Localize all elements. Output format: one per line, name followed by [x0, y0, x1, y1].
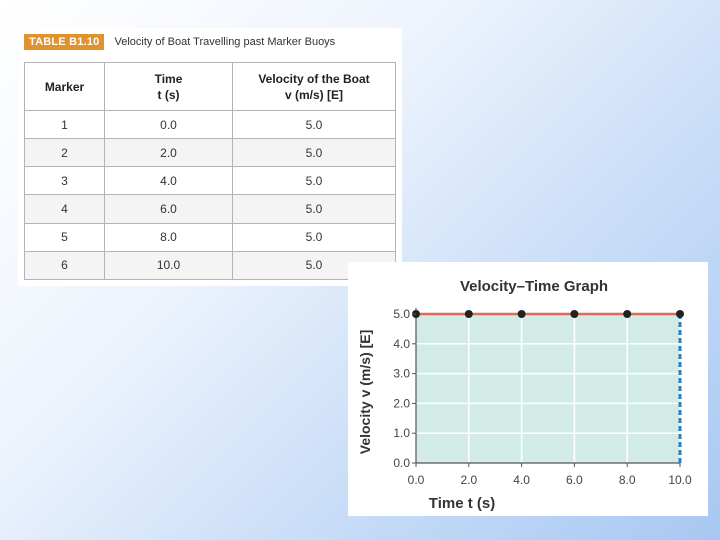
cell-marker: 4 [24, 194, 105, 224]
cell-time: 2.0 [104, 138, 233, 168]
table-row: 6 10.0 5.0 [24, 250, 396, 281]
table-row: 1 0.0 5.0 [24, 109, 396, 140]
data-point [570, 310, 579, 318]
y-tick-label: 1.0 [393, 426, 410, 440]
x-tick-label: 0.0 [408, 473, 425, 487]
data-point [517, 310, 526, 318]
header-time-line1: Time [154, 71, 183, 86]
table-caption: TABLE B1.10 Velocity of Boat Travelling … [24, 34, 335, 50]
cell-time: 8.0 [104, 222, 233, 252]
x-axis-label: Time t (s) [429, 495, 495, 512]
data-point [676, 310, 684, 318]
cell-time: 10.0 [104, 250, 233, 281]
y-tick-label: 4.0 [393, 337, 410, 351]
table-row: 4 6.0 5.0 [24, 194, 396, 224]
y-tick-label: 0.0 [393, 456, 410, 470]
cell-velocity: 5.0 [232, 222, 396, 252]
cell-marker: 2 [24, 138, 105, 168]
cell-marker: 5 [24, 222, 105, 252]
cell-marker: 1 [24, 109, 105, 140]
cell-velocity: 5.0 [232, 166, 396, 196]
header-marker: Marker [24, 62, 105, 111]
velocity-time-chart: 0.0 2.0 4.0 6.0 8.0 10.0 0.0 1.0 2.0 3.0 4.0 5.0 Ti… [357, 307, 692, 512]
header-velocity: Velocity of the Boat v (m/s) [E] [232, 62, 396, 111]
y-tick-label: 5.0 [393, 307, 410, 321]
table-row: 2 2.0 5.0 [24, 138, 396, 168]
table-caption-tag: TABLE B1.10 [24, 34, 105, 50]
area-fill [416, 314, 680, 463]
velocity-time-graph-panel: Velocity–Time Graph 0.0 2.0 4.0 6.0 8.0 10.0 0… [348, 262, 708, 516]
x-tick-label: 6.0 [566, 473, 583, 487]
chart-title: Velocity–Time Graph [459, 278, 609, 295]
data-point [623, 310, 632, 318]
cell-time: 6.0 [104, 194, 233, 224]
cell-velocity: 5.0 [232, 138, 396, 168]
header-velocity-line2: v (m/s) [E] [284, 87, 343, 102]
x-tick-label: 10.0 [668, 473, 692, 487]
cell-time: 0.0 [104, 109, 233, 140]
header-time: Time t (s) [104, 62, 233, 111]
cell-velocity: 5.0 [232, 194, 396, 224]
velocity-table: Marker Time t (s) Velocity of the Boat v… [24, 62, 396, 281]
header-time-line2: t (s) [157, 87, 180, 102]
table-caption-title: Velocity of Boat Travelling past Marker … [114, 36, 336, 48]
y-tick-label: 2.0 [393, 396, 410, 410]
y-axis-label: Velocity v (m/s) [E] [357, 330, 373, 454]
table-row: 5 8.0 5.0 [24, 222, 396, 252]
cell-marker: 3 [24, 166, 105, 196]
x-tick-label: 8.0 [619, 473, 636, 487]
cell-marker: 6 [24, 250, 105, 281]
cell-time: 4.0 [104, 166, 233, 196]
x-tick-label: 4.0 [513, 473, 530, 487]
table-row: 3 4.0 5.0 [24, 166, 396, 196]
table-header-row: Marker Time t (s) Velocity of the Boat v… [24, 62, 396, 111]
x-tick-label: 2.0 [460, 473, 477, 487]
header-velocity-line1: Velocity of the Boat [258, 71, 370, 86]
y-tick-label: 3.0 [393, 367, 410, 381]
data-point [464, 310, 473, 318]
data-table-panel: TABLE B1.10 Velocity of Boat Travelling … [18, 28, 402, 286]
cell-velocity: 5.0 [232, 109, 396, 140]
